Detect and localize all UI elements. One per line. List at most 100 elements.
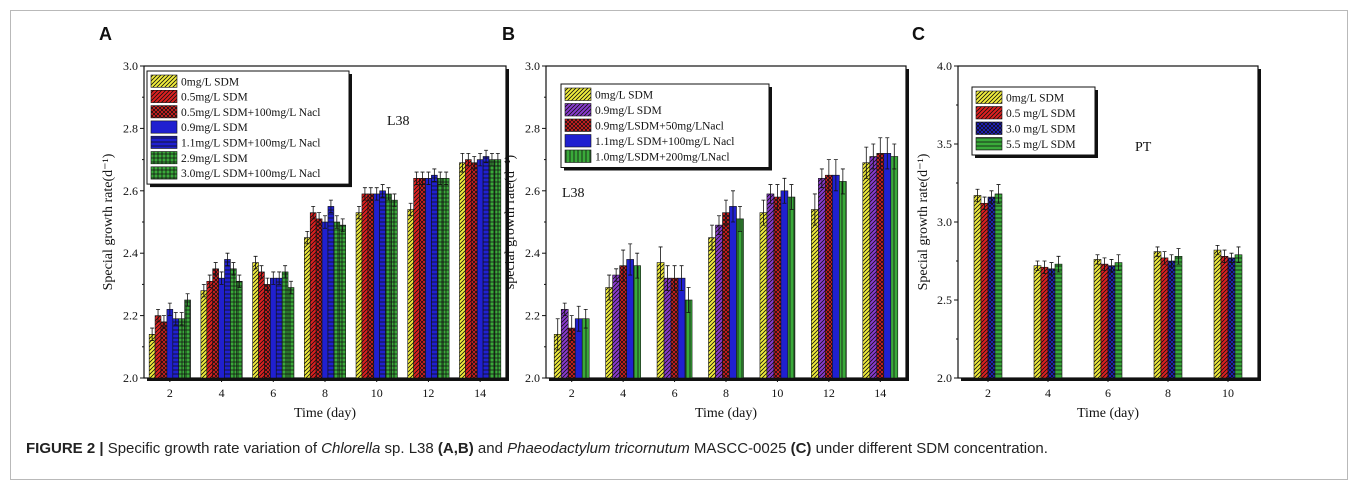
bar <box>766 193 775 379</box>
bar <box>708 237 716 379</box>
bar <box>275 277 283 379</box>
bar <box>252 262 259 379</box>
caption-ref-ab: (A,B) <box>437 440 474 457</box>
error-bar <box>738 206 742 232</box>
error-bar <box>555 318 560 351</box>
bar <box>379 190 386 379</box>
error-bar <box>1035 260 1040 271</box>
bar <box>258 271 265 379</box>
error-bar <box>408 202 413 217</box>
error-bar <box>885 137 890 170</box>
error-bar <box>414 171 419 185</box>
chart-panel-a: A 2.0 2.2 2.4 2.6 2.8 3.0 2 4 6 8 10 12 14 Time (day) S… <box>99 24 509 421</box>
bar <box>1054 263 1063 379</box>
error-bar <box>362 187 367 201</box>
legend-swatch <box>564 149 592 163</box>
y-tick-label: 2.2 <box>123 309 138 323</box>
error-bar <box>826 159 831 192</box>
bar <box>656 262 665 379</box>
error-bar <box>323 215 327 229</box>
error-bar <box>466 152 471 167</box>
x-tick-label: 6 <box>1105 386 1111 400</box>
x-axis-label: Time (day) <box>695 406 757 421</box>
error-bar <box>679 265 684 292</box>
bar <box>1213 249 1222 379</box>
bar <box>729 206 737 379</box>
error-bar <box>833 159 838 192</box>
error-bar <box>231 262 236 276</box>
bar <box>736 218 744 379</box>
bar <box>465 159 472 379</box>
bar <box>385 193 392 379</box>
caption-ref-c: (C) <box>790 440 812 457</box>
legend-label: 0.5mg/L SDM+100mg/L Nacl <box>181 107 320 119</box>
bar <box>818 178 826 379</box>
x-tick-label: 2 <box>985 386 991 400</box>
legend-label: 0mg/L SDM <box>181 76 239 88</box>
error-bar <box>167 302 172 316</box>
bar <box>1033 265 1042 379</box>
error-bar <box>717 215 721 235</box>
legend-label: 3.0mg/L SDM+100mg/L Nacl <box>181 168 320 180</box>
legend-swatch <box>975 137 1003 151</box>
bar <box>1047 268 1056 379</box>
y-tick-label: 2.8 <box>123 121 138 135</box>
error-bar <box>277 271 282 285</box>
bar <box>560 309 569 379</box>
y-tick-label: 3.0 <box>123 59 138 73</box>
bar <box>407 209 414 379</box>
sample-annotation: L38 <box>387 114 410 129</box>
error-bar <box>253 255 258 270</box>
error-bar <box>317 212 322 226</box>
error-bar <box>374 187 379 201</box>
error-bar <box>1109 259 1114 273</box>
bar <box>715 224 723 379</box>
y-tick-label: 2.2 <box>525 309 540 323</box>
bar <box>1160 257 1169 379</box>
bar <box>883 153 892 379</box>
bar <box>722 212 730 379</box>
bar <box>425 178 432 379</box>
legend-swatch <box>150 135 178 149</box>
y-axis-label: Special growth rate(d⁻¹) <box>916 153 931 290</box>
y-tick-label: 2.6 <box>123 184 138 198</box>
bar <box>773 196 782 379</box>
y-tick-label: 2.0 <box>937 371 952 385</box>
x-tick-label: 2 <box>167 386 173 400</box>
legend-swatch <box>564 87 592 101</box>
error-bar <box>173 312 178 326</box>
bar <box>839 181 847 379</box>
bar <box>1153 251 1162 379</box>
legend-swatch <box>975 106 1003 120</box>
x-tick-label: 6 <box>672 386 678 400</box>
error-bar <box>812 193 817 226</box>
error-bar <box>871 143 876 170</box>
bar <box>663 277 672 379</box>
error-bar <box>444 171 449 185</box>
error-bar <box>1222 249 1227 263</box>
error-bar <box>840 168 845 195</box>
bar <box>876 153 885 379</box>
legend-swatch <box>150 166 178 180</box>
error-bar <box>686 287 691 313</box>
y-axis-label: special growth rate(d⁻¹) <box>503 154 518 289</box>
x-tick-label: 14 <box>474 386 486 400</box>
error-bar <box>219 271 224 285</box>
bar <box>605 287 613 379</box>
caption-text-5: and <box>473 440 508 457</box>
bar <box>361 193 369 379</box>
bar <box>780 190 789 379</box>
bar <box>1234 254 1243 379</box>
figure-frame <box>10 10 1348 480</box>
error-bar <box>478 152 483 167</box>
error-bar <box>1056 255 1061 273</box>
error-bar <box>607 274 612 301</box>
legend-label: 1.0mg/LSDM+200mg/LNacl <box>595 152 730 164</box>
legend <box>560 83 770 168</box>
y-tick-label: 2.8 <box>525 121 540 135</box>
error-bar <box>201 284 206 298</box>
caption-species: Phaeodactylum tricornutum <box>507 440 690 457</box>
y-tick-label: 3.0 <box>937 215 952 229</box>
bar <box>677 277 686 379</box>
